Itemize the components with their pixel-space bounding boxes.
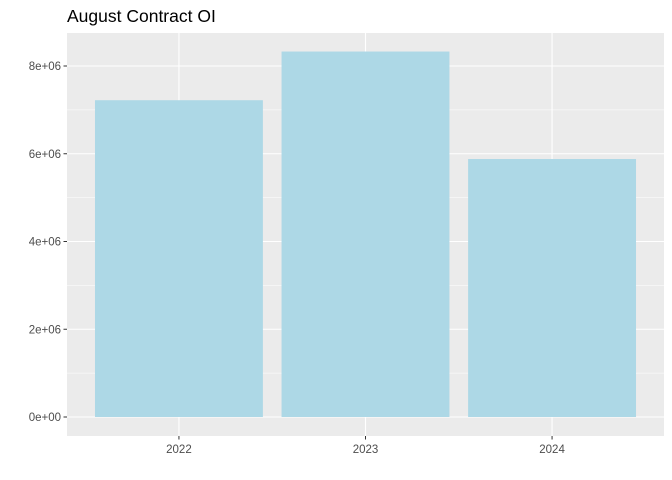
y-tick-label: 8e+06 <box>29 61 61 73</box>
y-tick-label: 0e+00 <box>29 412 61 424</box>
bar-2023 <box>281 51 450 418</box>
bar-2022 <box>94 100 263 417</box>
y-axis: 0e+00 2e+06 4e+06 6e+06 8e+06 <box>29 61 67 424</box>
y-tick-label: 6e+06 <box>29 149 61 161</box>
chart-title: August Contract OI <box>67 6 216 26</box>
x-tick-label: 2022 <box>166 444 192 456</box>
x-axis: 2022 2023 2024 <box>166 436 565 456</box>
x-tick-label: 2023 <box>353 444 379 456</box>
bar-2024 <box>468 159 637 417</box>
bars <box>94 51 637 418</box>
y-tick-label: 2e+06 <box>29 324 61 336</box>
y-tick-label: 4e+06 <box>29 237 61 249</box>
x-tick-label: 2024 <box>539 444 565 456</box>
